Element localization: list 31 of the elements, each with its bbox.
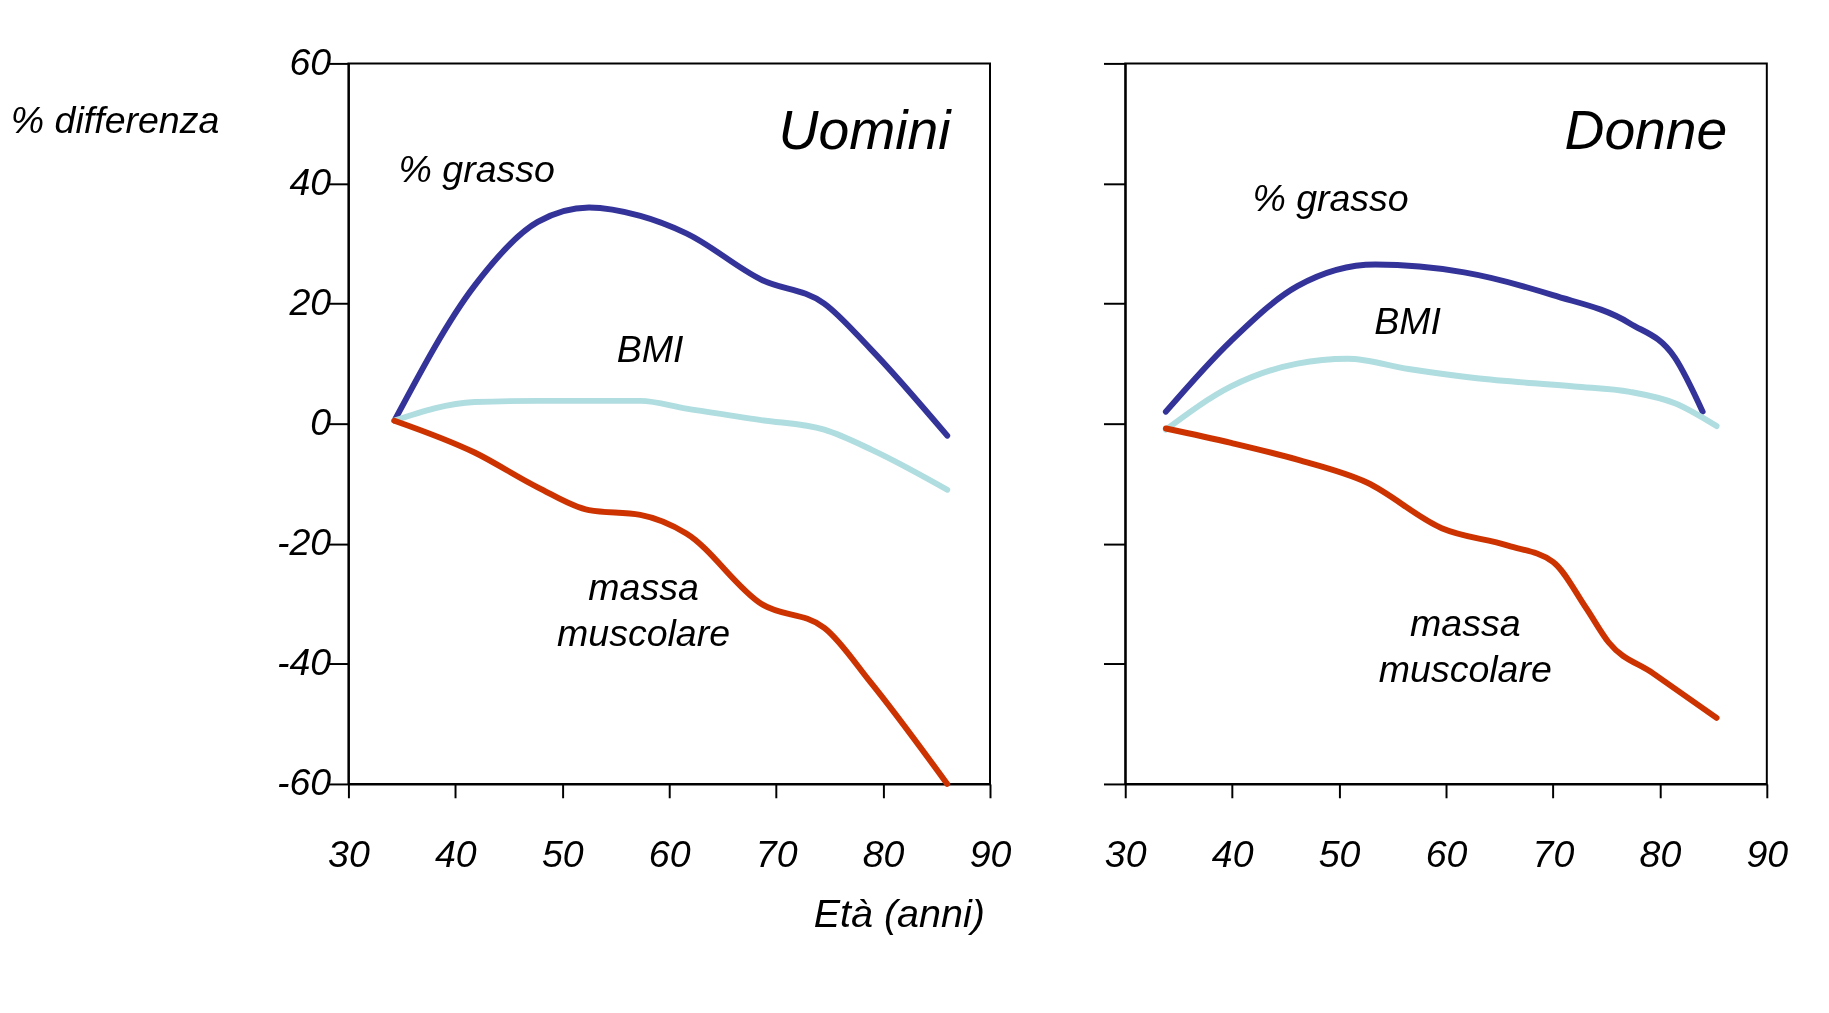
series-label: BMI bbox=[616, 328, 684, 371]
series-label: massa muscolare bbox=[1378, 602, 1552, 690]
x-tick-label: 40 bbox=[1211, 833, 1254, 876]
series-label: % grasso bbox=[1252, 177, 1409, 220]
y-tick-label: 20 bbox=[288, 280, 332, 323]
x-tick-label: 30 bbox=[328, 833, 370, 876]
annotation: Donne bbox=[1564, 99, 1728, 162]
annotation: Uomini bbox=[778, 99, 953, 162]
x-tick-label: 90 bbox=[1746, 833, 1789, 876]
y-tick-label: 40 bbox=[289, 160, 332, 203]
series-label: massa muscolare bbox=[557, 566, 731, 654]
x-tick-label: 50 bbox=[541, 833, 584, 876]
series-label: % grasso bbox=[398, 148, 555, 191]
y-tick-label: 60 bbox=[289, 40, 332, 83]
x-tick-label: 30 bbox=[1104, 833, 1147, 876]
x-tick-label: 60 bbox=[648, 833, 691, 876]
x-tick-label: 40 bbox=[434, 833, 477, 876]
y-axis-title: % differenza bbox=[10, 99, 220, 142]
x-tick-label: 80 bbox=[1639, 833, 1682, 876]
y-tick-label: -60 bbox=[276, 761, 332, 804]
x-axis-title: Età (anni) bbox=[813, 891, 985, 936]
y-tick-label: -40 bbox=[276, 641, 332, 684]
x-tick-label: 70 bbox=[1532, 833, 1575, 876]
x-tick-label: 60 bbox=[1425, 833, 1468, 876]
x-tick-label: 50 bbox=[1318, 833, 1361, 876]
series-label: BMI bbox=[1374, 299, 1441, 342]
y-tick-label: 0 bbox=[310, 401, 332, 444]
x-tick-label: 80 bbox=[862, 833, 905, 876]
y-tick-label: -20 bbox=[276, 521, 332, 564]
x-tick-label: 90 bbox=[969, 833, 1012, 876]
x-tick-label: 70 bbox=[755, 833, 798, 876]
